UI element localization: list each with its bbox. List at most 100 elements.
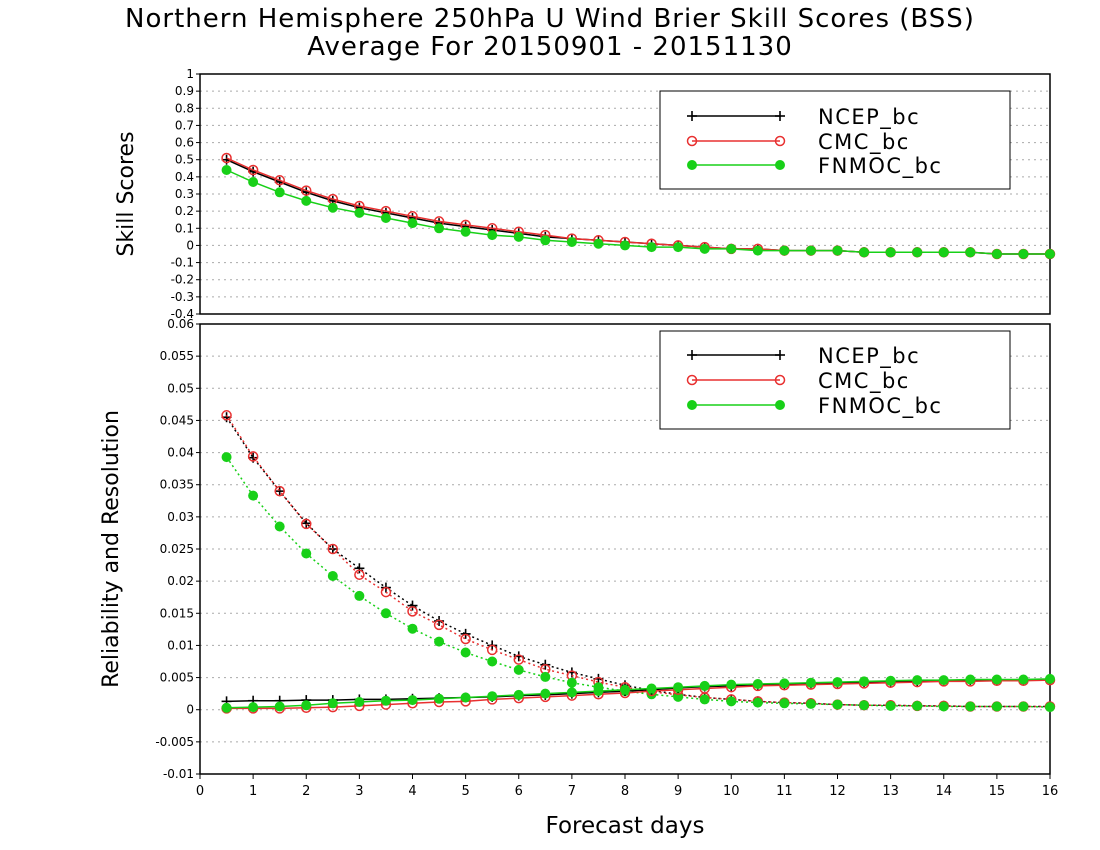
data-point-FNMOC_bc: [407, 623, 418, 634]
data-point-FNMOC_bc: [1045, 673, 1055, 684]
y-tick-label: 0.055: [160, 349, 194, 363]
data-point-FNMOC_bc: [752, 697, 763, 708]
data-point-FNMOC_bc: [327, 202, 338, 213]
data-point-CMC_bc: [354, 569, 365, 580]
legend-label: FNMOC_bc: [818, 394, 942, 419]
data-point-CMC_bc: [301, 185, 312, 196]
data-point-FNMOC_bc: [380, 695, 391, 706]
data-point-FNMOC_bc: [1018, 701, 1029, 712]
data-point-FNMOC_bc: [991, 249, 1002, 259]
y-tick-label: 0.1: [175, 221, 194, 235]
y-tick-label: 0.06: [167, 317, 194, 331]
data-point-FNMOC_bc: [434, 223, 445, 234]
data-point-CMC_bc: [433, 619, 445, 631]
x-tick-label: 4: [408, 784, 416, 799]
data-point-FNMOC_bc: [460, 226, 471, 237]
x-tick-label: 10: [723, 784, 740, 799]
x-tick-label: 14: [935, 784, 952, 799]
data-point-FNMOC_bc: [327, 571, 338, 581]
y-tick-label: 0.025: [160, 542, 194, 556]
data-point-FNMOC_bc: [620, 240, 630, 251]
data-point-FNMOC_bc: [912, 247, 923, 258]
data-point-FNMOC_bc: [673, 682, 684, 693]
data-point-FNMOC_bc: [248, 490, 259, 501]
data-point-FNMOC_bc: [965, 247, 976, 258]
data-point-CMC_bc: [274, 485, 285, 497]
data-point-FNMOC_bc: [221, 702, 232, 713]
data-point-FNMOC_bc: [460, 692, 471, 703]
y-tick-label: -0.1: [171, 256, 194, 270]
y-tick-label: 0.015: [160, 606, 194, 620]
data-point-FNMOC_bc: [885, 675, 896, 686]
data-point-FNMOC_bc: [354, 590, 365, 601]
y-tick-label: 0.5: [175, 153, 194, 167]
data-point-FNMOC_bc: [407, 695, 418, 706]
y-tick-label: 0.2: [175, 204, 194, 218]
x-tick-label: 11: [776, 784, 793, 799]
legend-marker: [775, 160, 785, 170]
data-point-FNMOC_bc: [699, 680, 710, 691]
data-point-FNMOC_bc: [938, 675, 949, 686]
y-tick-label: 0.04: [167, 446, 194, 460]
data-point-FNMOC_bc: [354, 207, 365, 218]
data-point-FNMOC_bc: [221, 165, 232, 175]
data-point-FNMOC_bc: [487, 230, 498, 241]
data-point-FNMOC_bc: [726, 679, 737, 690]
data-point-FNMOC_bc: [805, 677, 816, 688]
data-point-FNMOC_bc: [779, 245, 790, 256]
legend-marker: [775, 111, 785, 121]
data-point-CMC_bc: [221, 410, 232, 421]
data-point-CMC_bc: [486, 644, 498, 656]
data-point-NCEP_bc: [221, 412, 232, 423]
data-point-FNMOC_bc: [221, 452, 232, 463]
data-point-FNMOC_bc: [646, 242, 657, 253]
legend-label: NCEP_bc: [818, 105, 920, 130]
data-point-FNMOC_bc: [434, 636, 445, 647]
data-point-FNMOC_bc: [938, 701, 949, 712]
data-point-FNMOC_bc: [513, 689, 524, 700]
data-point-FNMOC_bc: [859, 676, 870, 687]
data-point-NCEP_bc: [407, 600, 418, 611]
legend-marker: [687, 400, 697, 410]
legend-label: NCEP_bc: [818, 344, 920, 369]
y-axis-label: Skill Scores: [114, 131, 139, 256]
series-line-NCEP_bc-reliability: [226, 678, 1051, 703]
x-tick-label: 3: [355, 784, 363, 799]
chart-subtitle: Average For 20150901 - 20151130: [307, 32, 793, 62]
data-point-FNMOC_bc: [1045, 249, 1055, 259]
data-point-FNMOC_bc: [248, 177, 259, 187]
data-point-FNMOC_bc: [859, 700, 870, 711]
data-point-FNMOC_bc: [487, 656, 498, 667]
data-point-FNMOC_bc: [540, 235, 551, 246]
series-line-CMC_bc-reliability: [226, 679, 1051, 710]
data-point-FNMOC_bc: [1018, 249, 1029, 259]
data-point-FNMOC_bc: [912, 675, 923, 686]
y-tick-label: 0.035: [160, 478, 194, 492]
data-point-CMC_bc: [380, 586, 392, 598]
y-tick-label: 0.01: [167, 638, 194, 652]
data-point-FNMOC_bc: [460, 647, 471, 658]
data-point-FNMOC_bc: [859, 247, 870, 258]
legend-label: CMC_bc: [818, 130, 910, 155]
data-point-NCEP_bc: [354, 563, 365, 574]
data-point-FNMOC_bc: [699, 694, 710, 705]
data-point-CMC_bc: [327, 543, 339, 555]
data-point-CMC_bc: [247, 451, 259, 462]
data-point-FNMOC_bc: [274, 521, 285, 532]
data-point-FNMOC_bc: [407, 218, 418, 229]
data-point-FNMOC_bc: [301, 195, 312, 206]
data-point-FNMOC_bc: [965, 701, 976, 712]
data-point-FNMOC_bc: [912, 700, 923, 711]
legend-marker: [687, 160, 697, 170]
data-point-FNMOC_bc: [991, 674, 1002, 685]
y-tick-label: 0.8: [175, 101, 194, 115]
y-tick-label: 0.7: [175, 118, 194, 132]
y-axis-label: Reliability and Resolution: [99, 410, 124, 688]
x-tick-label: 2: [302, 784, 310, 799]
x-tick-label: 8: [621, 784, 629, 799]
data-point-FNMOC_bc: [805, 698, 816, 709]
data-point-FNMOC_bc: [752, 245, 763, 256]
data-point-FNMOC_bc: [248, 702, 259, 713]
y-tick-label: 0: [186, 703, 194, 717]
